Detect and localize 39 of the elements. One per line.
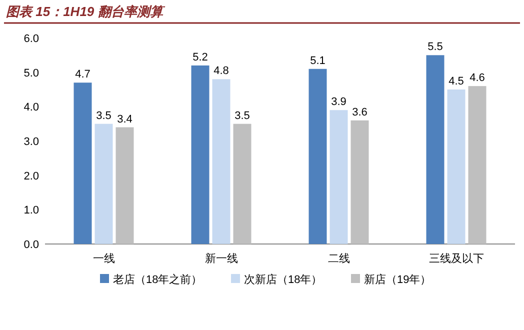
y-tick-label: 0.0: [24, 239, 39, 251]
data-label: 3.5: [96, 110, 112, 122]
y-tick-label: 2.0: [24, 170, 39, 182]
bar: [94, 124, 113, 244]
y-tick-label: 5.0: [24, 67, 39, 80]
bar: [447, 90, 466, 244]
data-label: 3.6: [352, 106, 368, 118]
bar: [74, 82, 92, 244]
data-label: 3.9: [331, 96, 346, 108]
x-tick-label: 新一线: [204, 252, 238, 265]
bar: [212, 79, 230, 244]
bar: [308, 68, 327, 244]
data-label: 3.5: [234, 110, 250, 122]
data-label: 4.7: [75, 68, 90, 81]
data-label: 5.5: [428, 41, 443, 54]
x-tick-label: 二线: [328, 252, 350, 265]
y-tick-label: 4.0: [24, 102, 39, 114]
title: 图表 15：1H19 翻台率测算: [6, 4, 163, 19]
data-label: 4.5: [448, 76, 464, 88]
bar: [350, 120, 369, 244]
x-tick-label: 三线及以下: [428, 252, 484, 265]
y-tick-label: 3.0: [24, 136, 39, 148]
legend-label: 新店（19年）: [364, 273, 432, 286]
legend-label: 次新店（18年）: [244, 273, 322, 286]
bar: [191, 65, 210, 244]
data-label: 4.8: [214, 65, 229, 78]
bar: [330, 110, 348, 244]
data-label: 5.1: [310, 54, 326, 67]
bar: [233, 124, 252, 244]
data-label: 3.4: [117, 113, 132, 126]
data-label: 4.6: [470, 72, 485, 84]
bar: [468, 86, 486, 244]
y-tick-label: 6.0: [24, 33, 39, 45]
x-tick-label: 一线: [92, 252, 115, 265]
legend-label: 老店（18年之前）: [113, 273, 202, 286]
bar: [116, 127, 134, 244]
y-tick-label: 1.0: [24, 204, 39, 217]
bar: [426, 55, 444, 244]
data-label: 5.2: [192, 51, 208, 64]
